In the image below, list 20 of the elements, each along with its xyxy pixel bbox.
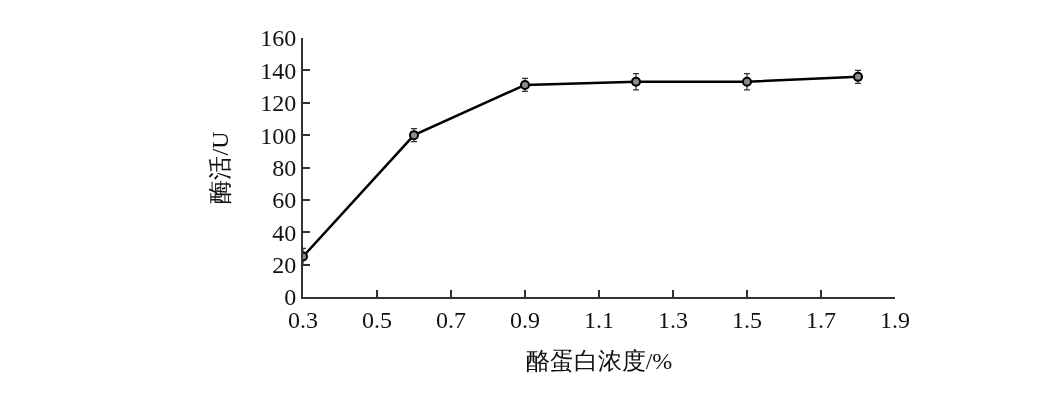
x-tick-label: 1.5 xyxy=(732,306,762,333)
y-tick-label: 160 xyxy=(260,25,297,52)
x-tick-label: 1.9 xyxy=(880,306,910,333)
point xyxy=(742,76,752,87)
y-tick-label: 80 xyxy=(272,154,297,181)
x-tick-label: 1.7 xyxy=(806,306,836,333)
x-tick-label: 1.3 xyxy=(658,306,688,333)
y-tick-label: 140 xyxy=(260,57,297,84)
x-tick-label: 0.7 xyxy=(436,306,466,333)
y-tick-label: 100 xyxy=(260,122,297,149)
y-tick-label: 120 xyxy=(260,90,297,117)
x-axis-title: 酪蛋白浓度/% xyxy=(525,347,673,374)
y-axis-title: 酶活/U xyxy=(206,131,233,204)
y-tick-label: 40 xyxy=(272,219,297,246)
y-tick-label: 60 xyxy=(272,187,297,214)
x-tick-label: 1.1 xyxy=(584,306,614,333)
x-tick-label: 0.5 xyxy=(362,306,392,333)
point xyxy=(631,76,641,87)
y-tick-label: 20 xyxy=(272,252,297,279)
x-tick-label: 0.9 xyxy=(510,306,540,333)
